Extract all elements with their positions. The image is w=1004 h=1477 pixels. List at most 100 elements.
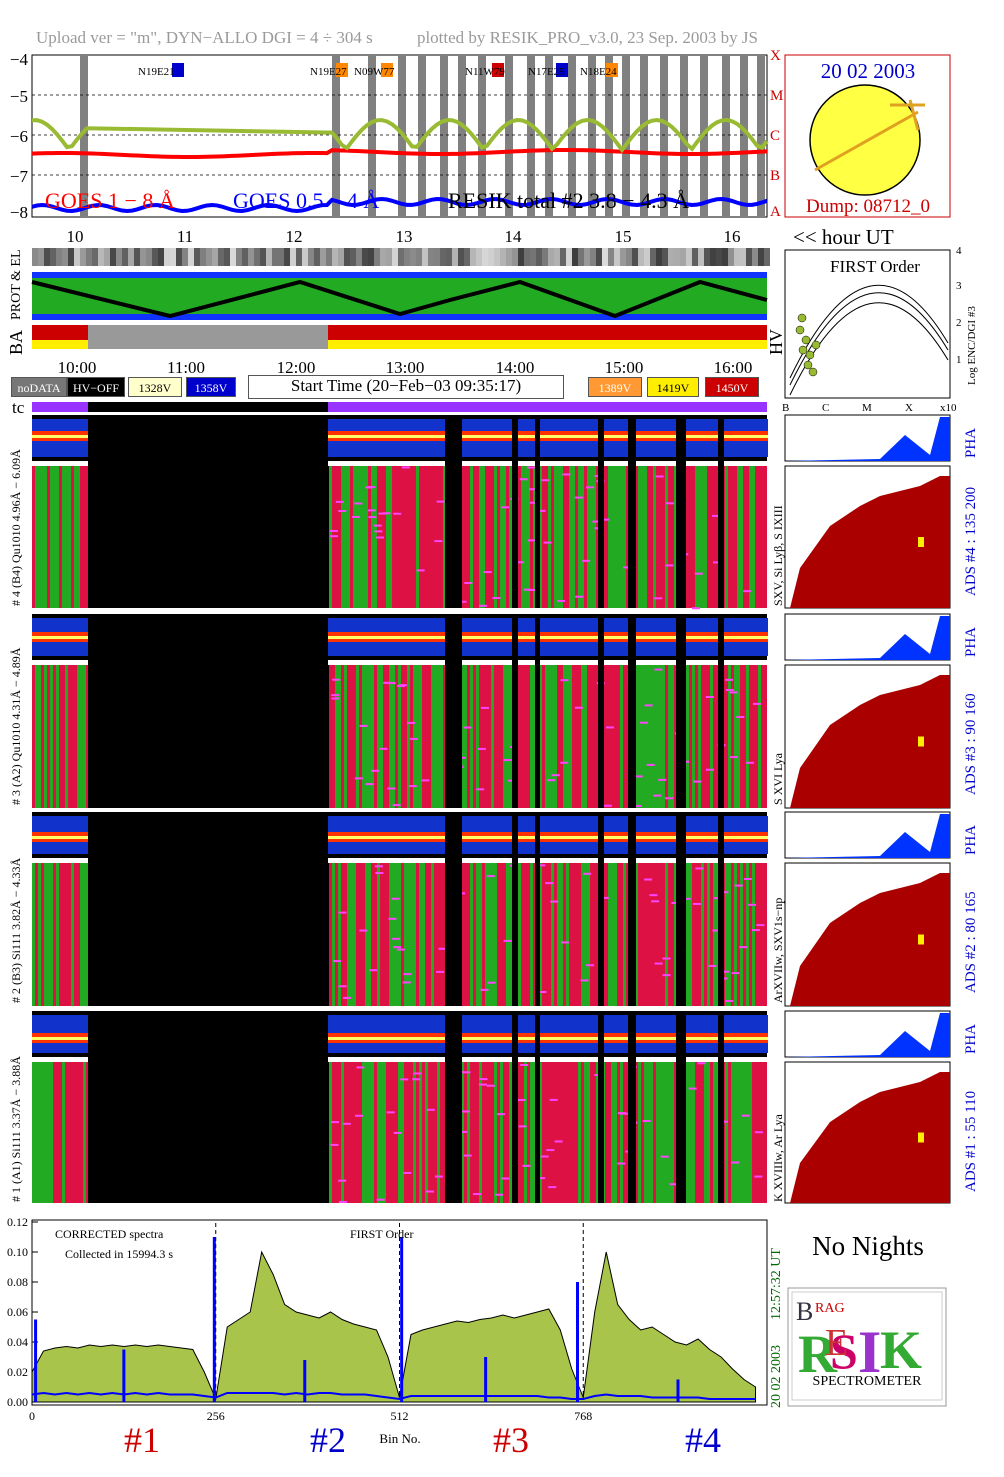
pha-label: PHA	[963, 825, 979, 855]
goes1-legend: GOES 1 − 8 Å	[45, 188, 175, 213]
fo-xtick: B	[782, 402, 789, 414]
flare-label: N18E24	[580, 66, 617, 78]
hv-label: HV	[766, 329, 786, 355]
spectra-date: 20 02 2003	[769, 1345, 784, 1408]
svg-text:B: B	[796, 1297, 813, 1326]
spectrum-blue-line	[31, 1391, 756, 1401]
plotted-by: plotted by RESIK_PRO_v3.0, 23 Sep. 2003 …	[416, 28, 758, 47]
svg-text:R: R	[798, 1324, 838, 1384]
flare-label: N19E27	[310, 66, 347, 78]
ads-label: ADS #2 : 80 165	[963, 891, 979, 993]
goes-class-letter: M	[770, 88, 783, 104]
fo-xtick: x10	[940, 402, 957, 414]
first-order-panel: FIRST Order Log ENC/DGI #3 1 2 3 4 B C M…	[782, 245, 978, 414]
fo-xtick: X	[905, 402, 913, 414]
legend-1389v: 1389V	[588, 377, 642, 397]
spectra-xtick: 768	[574, 1409, 592, 1423]
legend-nodata: noDATA	[11, 377, 67, 397]
goes-class-letter: C	[770, 128, 780, 144]
fo-xtick: C	[822, 402, 829, 414]
spectrum-area	[31, 1250, 757, 1403]
prot-el-label: PROT & EL	[9, 249, 24, 320]
no-nights: No Nights	[812, 1231, 924, 1261]
channel-label: # 1 (A1) Si111 3.37Å − 3.88Å	[9, 1056, 23, 1202]
hour-tick: 11	[177, 227, 193, 246]
legend-1419v: 1419V	[647, 377, 699, 397]
detector-label: #4	[685, 1420, 721, 1460]
svg-text:S: S	[830, 1323, 858, 1379]
goes-class-letter: B	[770, 168, 780, 184]
ads-label: ADS #1 : 55 110	[963, 1091, 979, 1192]
detector-label: #1	[124, 1420, 160, 1460]
hour-tick: 16	[724, 227, 741, 246]
hour-ut-label: << hour UT	[793, 225, 894, 249]
sun-disk	[809, 84, 921, 196]
spectra-panel: 0.00 0.02 0.04 0.06 0.08 0.10 0.12 0 256 512 768 C…	[7, 1215, 784, 1460]
spectra-ytick: 0.04	[7, 1335, 28, 1349]
goes-class-letter: X	[770, 48, 781, 64]
goes-ytick: −4	[10, 50, 29, 69]
flare-label: N19E21	[138, 66, 175, 78]
channel-lines: S XVI Lya	[771, 752, 785, 805]
time-tick: 13:00	[386, 358, 425, 377]
ads-label: ADS #4 : 135 200	[963, 487, 979, 596]
hour-tick: 13	[396, 227, 413, 246]
channel-lines: ArXVIIw, SXV1s−np	[771, 898, 785, 1003]
hour-tick: 14	[505, 227, 523, 246]
fo-xtick: M	[862, 402, 872, 414]
logo-word: SPECTROMETER	[813, 1374, 923, 1389]
svg-text:E: E	[825, 1322, 848, 1364]
goes-class-letter: A	[770, 204, 781, 220]
pha-label: PHA	[963, 428, 979, 458]
legend-hvoff: HV−OFF	[67, 377, 125, 397]
time-tick: 15:00	[605, 358, 644, 377]
spectra-ytick: 0.08	[7, 1275, 28, 1289]
flare-label: N09W77	[354, 66, 395, 78]
spectra-ytick: 0.02	[7, 1365, 28, 1379]
fo-ytick: 1	[956, 354, 962, 366]
spectra-time: 12:57:32 UT	[769, 1248, 784, 1320]
sun-panel: 20 02 2003 Dump: 08712_0 << hour UT	[784, 54, 951, 249]
tc-label: tc	[12, 398, 25, 417]
first-order-title: FIRST Order	[830, 257, 920, 276]
spectra-xtick: 512	[391, 1409, 409, 1423]
spectra-ytick: 0.10	[7, 1245, 28, 1259]
pha-label: PHA	[963, 627, 979, 657]
flare-label: N17E25	[528, 66, 565, 78]
channel-label: # 3 (A2) Qu1010 4.31Å − 4.89Å	[9, 647, 23, 805]
orbit-panel: PROT & EL BA HV 10:00 11:00 12:00 13:00 …	[6, 248, 786, 377]
sun-date: 20 02 2003	[821, 59, 916, 83]
svg-text:I: I	[858, 1319, 881, 1385]
channel-lines: SXV, Si Lyβ, S IXIII	[771, 505, 785, 606]
detector-label: #2	[310, 1420, 346, 1460]
fo-ytick: 4	[956, 245, 962, 257]
time-tick: 10:00	[58, 358, 97, 377]
legend-1450v: 1450V	[705, 377, 759, 397]
ba-label: BA	[6, 330, 26, 355]
spectra-note: CORRECTED spectra	[55, 1227, 164, 1241]
resik-logo: B RAG R S I K E SPECTROMETER	[787, 1287, 947, 1407]
spectra-ytick: 0.12	[7, 1215, 28, 1229]
goes-panel: −4 −5 −6 −7 −8 X M C B A N19E21 N19E27 N…	[10, 48, 783, 246]
goes-ytick: −6	[10, 127, 28, 146]
ads-label: ADS #3 : 90 160	[963, 693, 979, 795]
spectrogram-stack	[32, 414, 951, 1204]
flare-label: N11W79	[465, 66, 505, 78]
fo-ytick: 3	[956, 280, 962, 292]
goes-ytick: −7	[10, 167, 29, 186]
upload-info: Upload ver = "m", DYN−ALLO DGI = 4 ÷ 304…	[36, 28, 373, 47]
dump-id: Dump: 08712_0	[806, 196, 930, 217]
spectra-xtick: 0	[29, 1409, 35, 1423]
resik-legend: RESIK total #2 3.8 − 4.3 Å	[448, 188, 689, 213]
goes-ytick: −5	[10, 87, 28, 106]
first-order-ylabel: Log ENC/DGI #3	[966, 306, 978, 385]
fo-ytick: 2	[956, 317, 962, 329]
svg-text:K: K	[880, 1320, 922, 1380]
spectra-ytick: 0.00	[7, 1395, 28, 1409]
goes-ytick: −8	[10, 203, 28, 222]
time-tick: 16:00	[714, 358, 753, 377]
detector-label: #3	[493, 1420, 529, 1460]
hour-tick: 10	[67, 227, 84, 246]
channel-label: # 4 (B4) Qu1010 4.96Å − 6.09Å	[9, 449, 23, 606]
